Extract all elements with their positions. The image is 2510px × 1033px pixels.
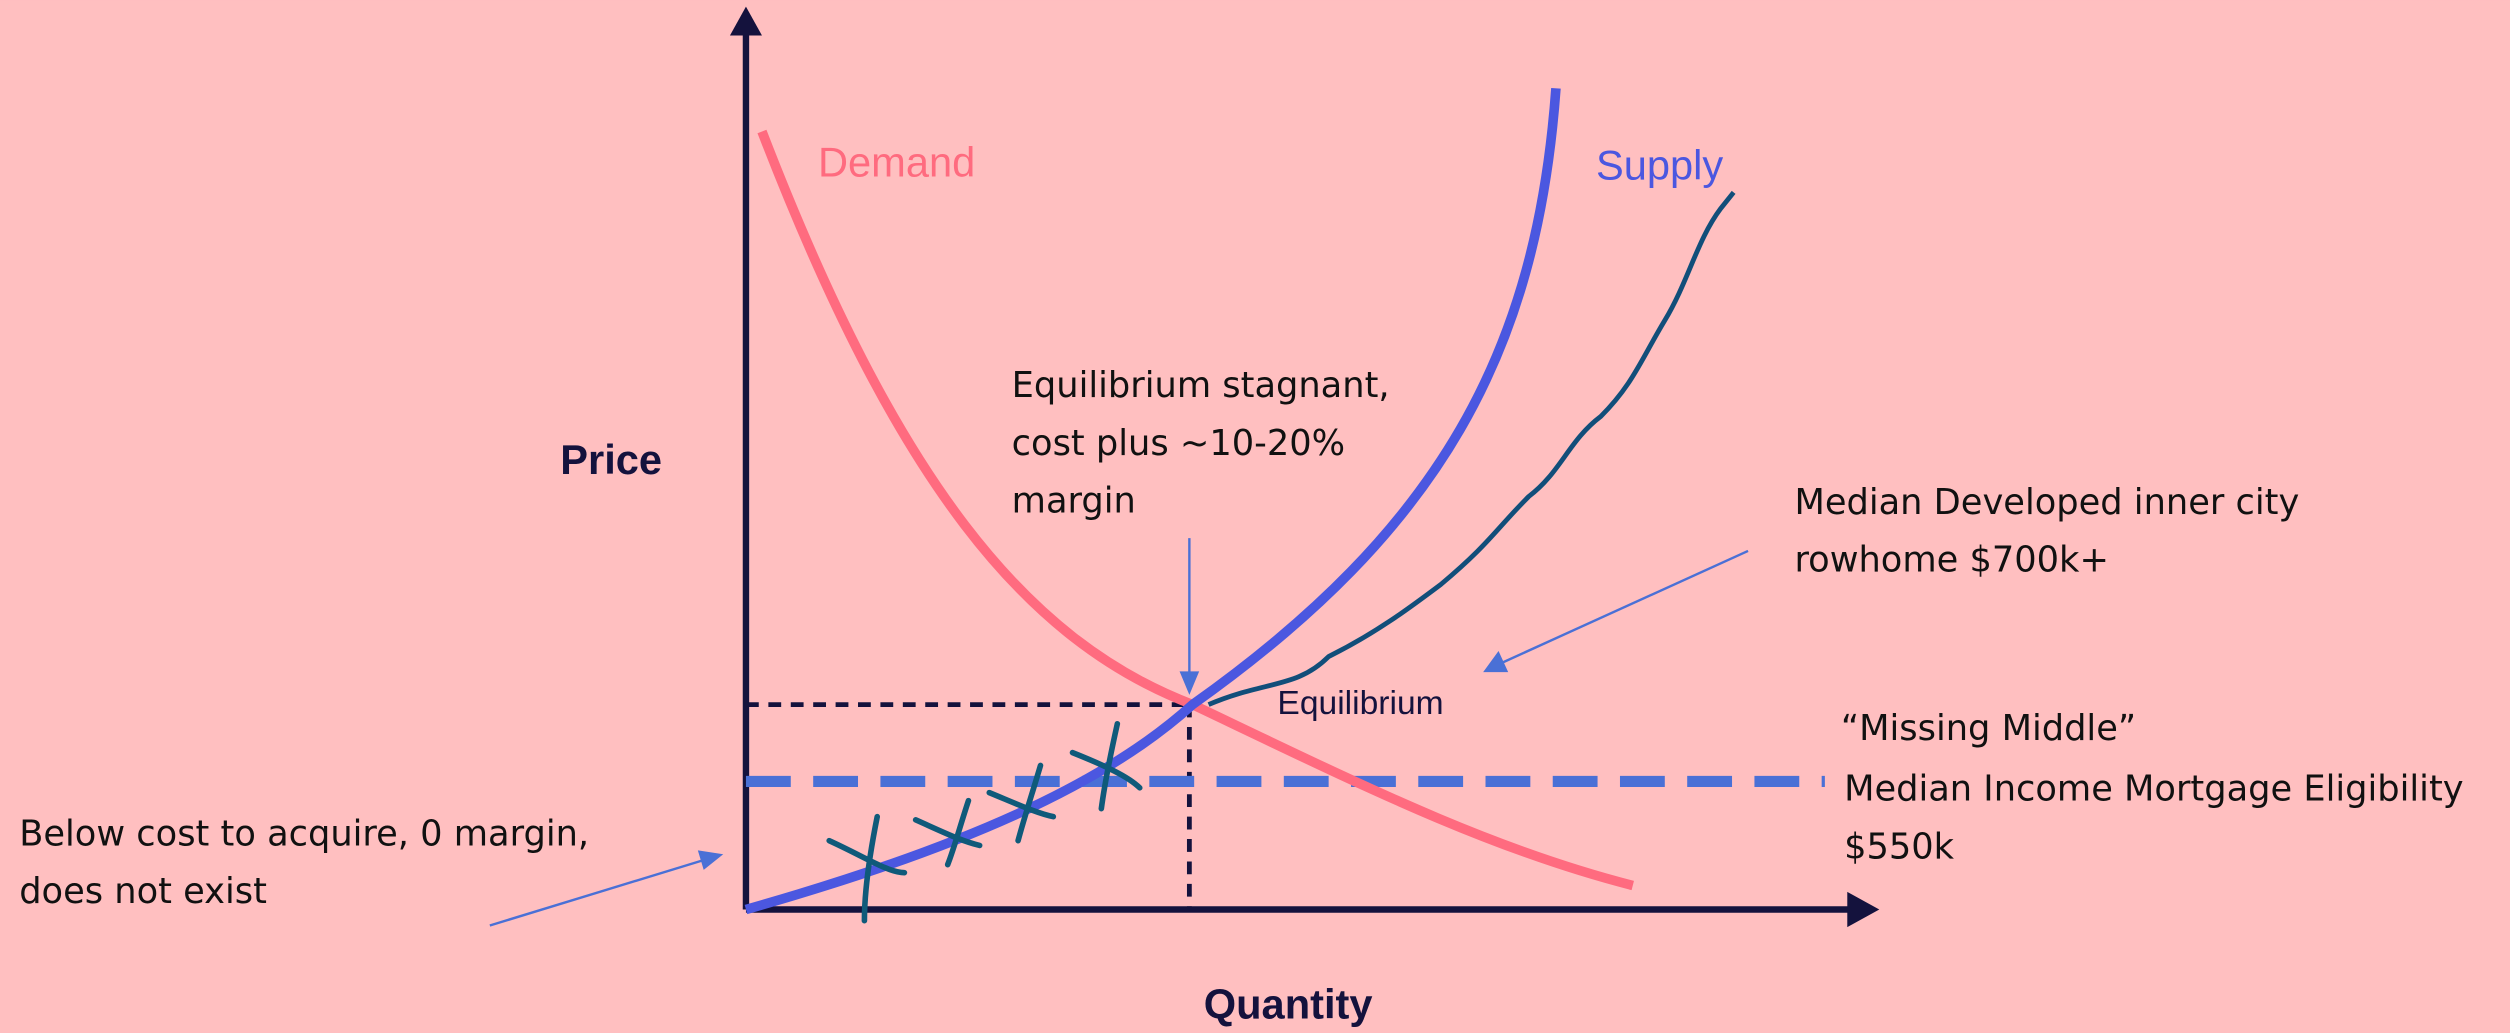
- demand-curve: [757, 129, 1634, 891]
- hand-drawn-curve: [1207, 190, 1736, 707]
- note-line: Median Income Mortgage Eligibility: [1844, 769, 2464, 810]
- x-arrow: [1847, 891, 1880, 928]
- y-arrow: [729, 6, 762, 36]
- note-line: $550k: [1844, 826, 1955, 867]
- note-line: “Missing Middle”: [1841, 708, 2136, 749]
- note-line: margin: [1012, 480, 1136, 521]
- x-marks: [826, 720, 1143, 924]
- annotation-arrows: [489, 538, 1749, 927]
- note-line: Median Developed inner city: [1794, 482, 2299, 523]
- equilibrium-label: Equilibrium: [1277, 685, 1443, 722]
- supply-label: Supply: [1596, 142, 1723, 189]
- supply-curve: [744, 87, 1561, 915]
- note-line: cost plus ~10-20%: [1012, 423, 1345, 464]
- note-line: does not exist: [19, 871, 267, 912]
- note-line: rowhome $700k+: [1794, 540, 2108, 581]
- note-line: Below cost to acquire, 0 margin,: [19, 813, 589, 854]
- x-axis-label: Quantity: [1204, 980, 1373, 1027]
- note-line: Equilibrium stagnant,: [1012, 365, 1390, 406]
- y-axis-label: Price: [560, 436, 662, 483]
- demand-label: Demand: [818, 138, 975, 185]
